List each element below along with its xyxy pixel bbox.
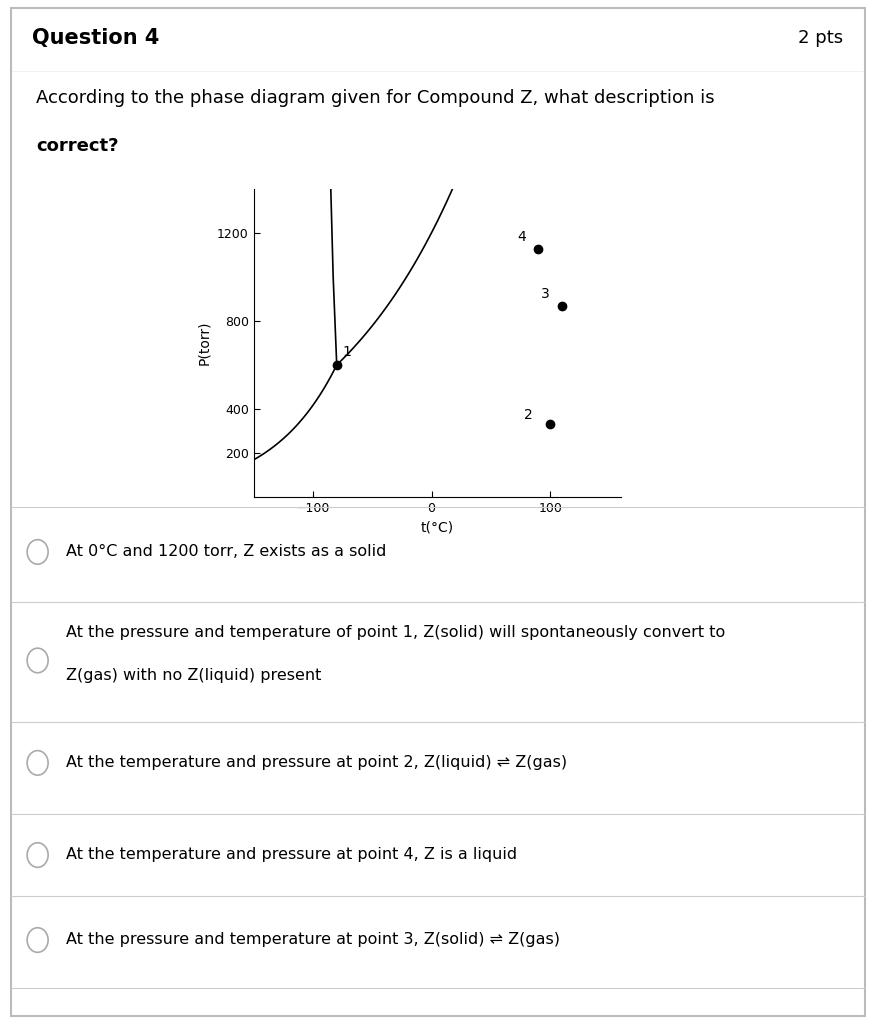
Text: At the temperature and pressure at point 2, Z(liquid) ⇌ Z(gas): At the temperature and pressure at point… — [66, 755, 567, 770]
Text: 1: 1 — [343, 345, 352, 359]
Text: At the temperature and pressure at point 4, Z is a liquid: At the temperature and pressure at point… — [66, 847, 517, 862]
Text: Z(gas) with no Z(liquid) present: Z(gas) with no Z(liquid) present — [66, 668, 321, 683]
Text: According to the phase diagram given for Compound Z, what description is: According to the phase diagram given for… — [36, 89, 715, 106]
Text: At the pressure and temperature at point 3, Z(solid) ⇌ Z(gas): At the pressure and temperature at point… — [66, 932, 560, 947]
Text: Question 4: Question 4 — [31, 28, 159, 48]
Text: At the pressure and temperature of point 1, Z(solid) will spontaneously convert : At the pressure and temperature of point… — [66, 625, 724, 640]
Text: correct?: correct? — [36, 137, 119, 155]
Y-axis label: P(torr): P(torr) — [198, 321, 212, 366]
X-axis label: t(°C): t(°C) — [421, 520, 454, 535]
Text: 2 pts: 2 pts — [798, 29, 844, 47]
Text: 3: 3 — [542, 288, 550, 301]
Text: At 0°C and 1200 torr, Z exists as a solid: At 0°C and 1200 torr, Z exists as a soli… — [66, 544, 386, 559]
Text: 2: 2 — [523, 408, 532, 422]
Text: 4: 4 — [518, 230, 527, 245]
